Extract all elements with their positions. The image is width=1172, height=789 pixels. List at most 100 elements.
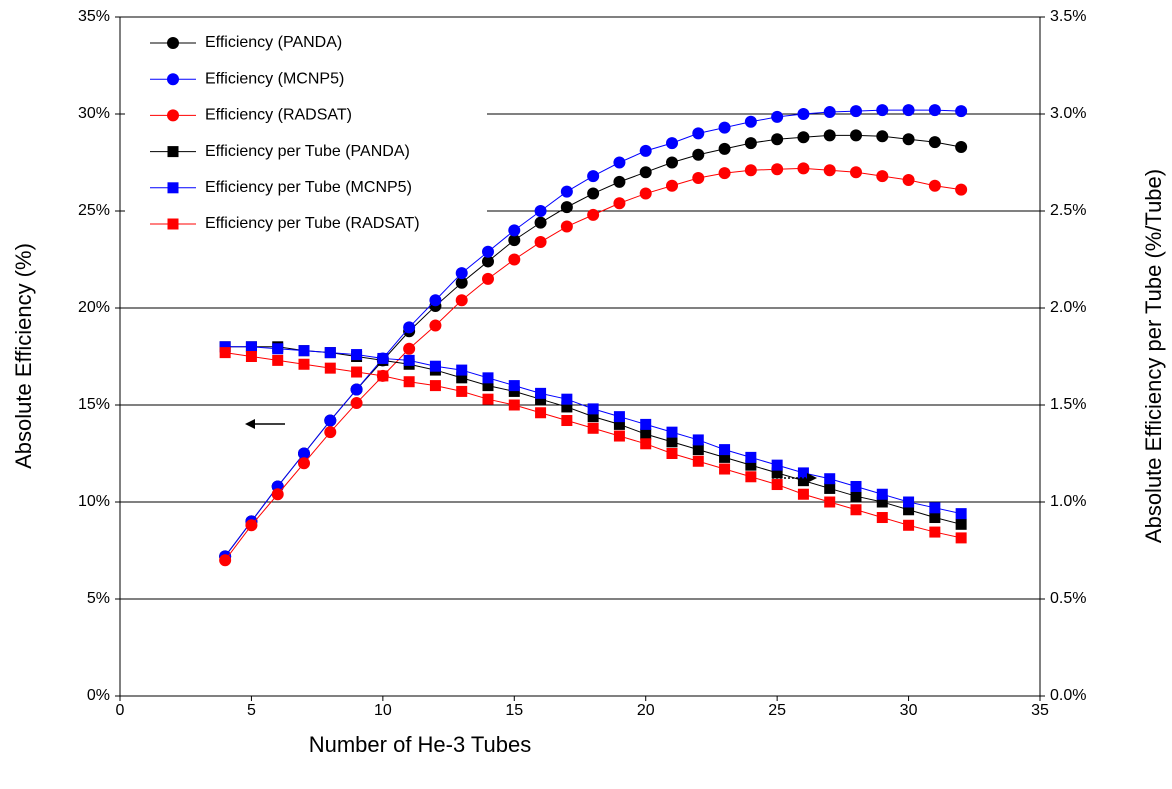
legend-label: Efficiency (MCNP5) xyxy=(205,70,344,87)
marker-circle xyxy=(560,220,573,233)
marker-square xyxy=(850,490,862,502)
marker-circle xyxy=(823,106,836,119)
marker-square xyxy=(561,393,573,405)
x-tick-label: 15 xyxy=(505,702,523,719)
marker-square xyxy=(403,354,415,366)
marker-circle xyxy=(823,164,836,177)
marker-square xyxy=(535,387,547,399)
marker-square xyxy=(666,436,678,448)
marker-circle xyxy=(850,166,862,179)
marker-circle xyxy=(482,272,494,285)
y-tick-label: 35% xyxy=(78,8,110,25)
marker-circle xyxy=(455,267,468,280)
marker-square xyxy=(535,393,547,405)
marker-square xyxy=(692,444,704,456)
marker-circle xyxy=(403,321,416,334)
marker-square xyxy=(508,385,520,397)
marker-square xyxy=(377,370,389,382)
marker-square xyxy=(324,347,336,359)
marker-square xyxy=(219,347,231,359)
marker-square xyxy=(508,380,520,392)
marker-circle xyxy=(298,457,310,470)
marker-circle xyxy=(850,129,862,142)
legend-label: Efficiency per Tube (PANDA) xyxy=(205,143,410,160)
marker-circle xyxy=(560,201,573,214)
marker-circle xyxy=(534,236,547,249)
marker-square xyxy=(850,504,862,516)
y-tick-label: 15% xyxy=(78,396,110,413)
x-tick-label: 0 xyxy=(116,702,125,719)
marker-circle xyxy=(902,133,915,146)
marker-square xyxy=(587,403,599,415)
y2-axis-title: Absolute Efficiency per Tube (%/Tube) xyxy=(1141,169,1166,543)
marker-square xyxy=(876,512,888,524)
marker-square xyxy=(640,418,652,430)
marker-square xyxy=(903,504,915,516)
marker-circle xyxy=(928,104,941,117)
marker-square xyxy=(771,479,783,491)
marker-square xyxy=(351,366,363,378)
marker-circle xyxy=(771,110,784,123)
y-tick-label: 0% xyxy=(87,687,110,704)
marker-circle xyxy=(587,208,600,221)
marker-square xyxy=(298,358,310,370)
legend-marker xyxy=(167,218,179,230)
marker-square xyxy=(745,471,757,483)
legend-marker xyxy=(167,73,179,86)
marker-circle xyxy=(771,163,784,176)
marker-circle xyxy=(876,170,889,183)
marker-circle xyxy=(587,187,600,200)
marker-circle xyxy=(797,162,810,175)
marker-square xyxy=(824,473,836,485)
marker-circle xyxy=(639,187,652,200)
x-tick-label: 10 xyxy=(374,702,392,719)
marker-square xyxy=(719,451,731,463)
legend-marker xyxy=(167,146,179,158)
marker-circle xyxy=(666,137,678,150)
marker-circle xyxy=(613,156,626,169)
marker-square xyxy=(429,380,441,392)
marker-circle xyxy=(613,175,626,188)
marker-square xyxy=(482,393,494,405)
marker-square xyxy=(797,467,809,479)
marker-square xyxy=(903,496,915,508)
marker-square xyxy=(771,467,783,479)
marker-circle xyxy=(639,166,652,179)
marker-circle xyxy=(482,245,494,258)
marker-square xyxy=(719,463,731,475)
marker-square xyxy=(429,360,441,372)
legend-label: Efficiency (PANDA) xyxy=(205,34,342,51)
marker-square xyxy=(745,459,757,471)
y2-tick-label: 1.0% xyxy=(1050,493,1086,510)
marker-circle xyxy=(219,554,232,567)
y2-tick-label: 1.5% xyxy=(1050,396,1086,413)
marker-square xyxy=(535,407,547,419)
marker-square xyxy=(561,401,573,413)
x-tick-label: 20 xyxy=(637,702,655,719)
marker-circle xyxy=(350,397,363,410)
legend-marker xyxy=(167,37,179,49)
marker-square xyxy=(876,496,888,508)
marker-circle xyxy=(744,137,757,150)
marker-circle xyxy=(324,414,337,427)
marker-square xyxy=(272,354,284,366)
marker-square xyxy=(613,418,625,430)
marker-square xyxy=(587,411,599,423)
legend-box xyxy=(125,22,487,240)
marker-circle xyxy=(298,447,310,460)
marker-circle xyxy=(850,105,862,118)
marker-circle xyxy=(508,253,521,266)
marker-circle xyxy=(771,133,784,146)
marker-square xyxy=(377,352,389,364)
marker-circle xyxy=(429,294,442,307)
marker-square xyxy=(797,488,809,500)
y-tick-label: 30% xyxy=(78,105,110,122)
marker-square xyxy=(219,341,231,353)
marker-circle xyxy=(718,142,731,155)
x-tick-label: 25 xyxy=(768,702,786,719)
marker-square xyxy=(351,349,363,361)
y-tick-label: 20% xyxy=(78,299,110,316)
marker-circle xyxy=(245,519,258,532)
y2-tick-label: 0.0% xyxy=(1050,687,1086,704)
y2-tick-label: 0.5% xyxy=(1050,590,1086,607)
